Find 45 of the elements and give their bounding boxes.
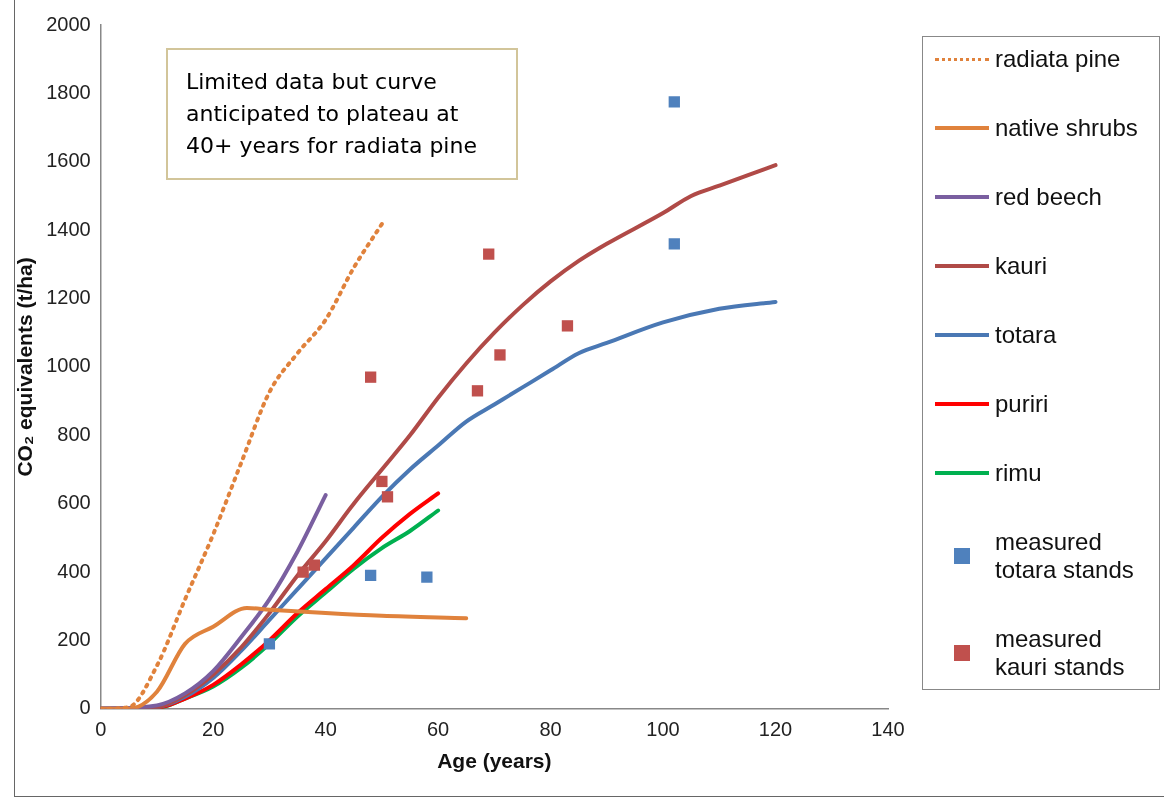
point	[483, 248, 495, 260]
x-tick-label: 40	[314, 718, 337, 741]
legend-label: measured kauri stands	[995, 625, 1126, 681]
point	[308, 559, 321, 571]
legend-label: native shrubs	[995, 114, 1138, 142]
x-tick-label: 80	[539, 718, 562, 741]
x-tick-label: 20	[202, 718, 225, 741]
legend-label: radiata pine	[995, 45, 1121, 73]
point	[668, 96, 680, 108]
x-tick-label: 0	[95, 718, 107, 741]
y-tick-label: 1000	[46, 354, 91, 377]
legend-label: rimu	[995, 459, 1042, 487]
point	[364, 569, 377, 582]
y-tick-label: 1600	[46, 149, 91, 172]
point	[297, 566, 309, 578]
point	[376, 475, 388, 488]
y-tick-label: 2000	[46, 12, 91, 35]
legend-label: kauri	[995, 252, 1048, 280]
x-tick-label: 140	[871, 718, 905, 741]
point	[364, 371, 377, 383]
legend-label: totara	[995, 321, 1057, 349]
y-tick-label: 800	[57, 422, 91, 445]
point	[471, 385, 484, 397]
point	[494, 349, 506, 361]
y-tick-label: 1400	[46, 217, 91, 240]
point	[561, 320, 574, 332]
point	[668, 238, 680, 250]
y-tick-label: 400	[57, 559, 91, 582]
y-tick-label: 200	[57, 627, 91, 650]
y-tick-label: 0	[79, 696, 91, 719]
y-tick-label: 1800	[46, 80, 91, 103]
y-tick-label: 600	[57, 491, 91, 514]
point	[421, 571, 433, 583]
x-tick-label: 100	[646, 718, 680, 741]
y-axis-title: CO₂ equivalents (t/ha)	[13, 257, 37, 477]
x-tick-label: 60	[426, 718, 450, 741]
x-tick-label: 120	[758, 718, 793, 741]
point	[381, 491, 394, 503]
point	[263, 638, 276, 650]
y-tick-label: 1200	[46, 286, 91, 309]
legend-label: red beech	[995, 183, 1102, 211]
legend-label: puriri	[995, 390, 1049, 418]
legend-label: measured totara stands	[995, 528, 1135, 584]
x-axis-title: Age (years)	[437, 749, 552, 773]
annotation: Limited data but curve anticipated to plateau at 40+ years for radiata pine	[166, 48, 518, 180]
